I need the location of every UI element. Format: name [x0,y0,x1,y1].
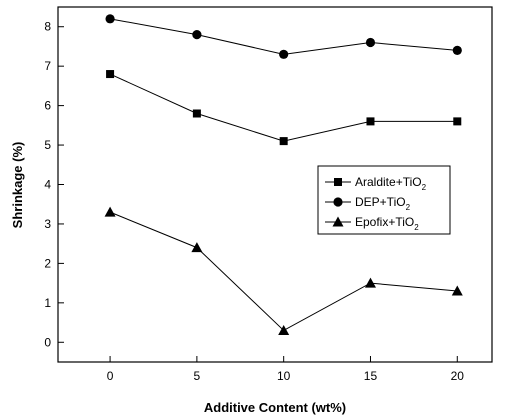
legend-item: Epofix+TiO2 [325,215,419,232]
legend-marker-triangle [332,216,344,227]
series-triangle [104,206,463,335]
series-layer [104,14,463,335]
data-point-square [279,137,288,146]
data-point-square [192,109,201,118]
y-tick-label: 3 [44,217,51,231]
series-line [109,18,458,55]
x-tick-label: 10 [277,369,291,383]
x-tick-label: 5 [194,369,201,383]
x-axis-title: Additive Content (wt%) [204,400,346,415]
y-tick-label: 7 [44,59,51,73]
y-tick-label: 1 [44,296,51,310]
data-point-circle [365,37,376,48]
data-point-circle [452,45,462,55]
y-tick-label: 8 [44,20,51,34]
x-tick-label: 15 [364,369,378,383]
data-point-circle [105,14,115,24]
series-line [109,73,458,142]
data-point-triangle [364,277,376,288]
x-tick-label: 0 [107,369,114,383]
y-tick-label: 6 [44,99,51,113]
legend-marker-square [334,178,342,186]
legend: Araldite+TiO2 DEP+TiO2 Epofix+TiO2 [317,165,451,235]
y-tick-label: 5 [44,138,51,152]
data-point-triangle [191,242,203,253]
x-tick-label: 20 [451,369,465,383]
data-point-triangle [104,206,116,217]
data-point-square [366,117,375,126]
data-point-square [453,117,462,126]
series-circle [105,14,462,59]
data-point-triangle [451,285,463,296]
data-point-circle [192,30,202,40]
legend-label: DEP+TiO2 [355,195,411,212]
x-axis: 0 5 10 15 20 [107,356,465,383]
y-axis-title: Shrinkage (%) [10,142,25,229]
series-square [106,70,462,146]
y-axis: 0 1 2 3 4 5 6 7 8 [44,20,64,349]
data-point-circle [279,49,289,59]
legend-label: Araldite+TiO2 [355,175,427,192]
legend-item: Araldite+TiO2 [325,175,427,192]
y-tick-label: 0 [44,335,51,349]
data-point-triangle [278,324,290,335]
y-tick-label: 4 [44,178,51,192]
y-tick-label: 2 [44,256,51,270]
legend-item: DEP+TiO2 [325,195,411,212]
legend-marker-circle [333,197,343,207]
data-point-square [106,70,115,79]
legend-label: Epofix+TiO2 [355,215,419,232]
